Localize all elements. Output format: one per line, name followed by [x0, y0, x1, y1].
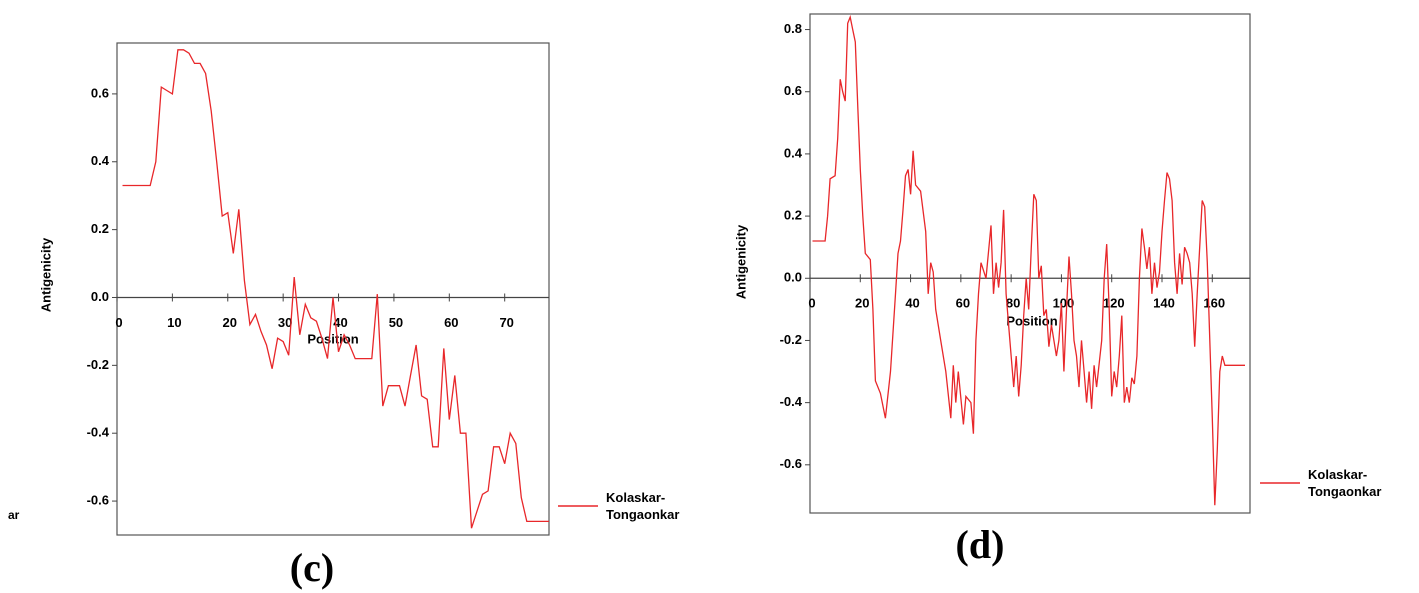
x-axis-label: Position: [307, 331, 358, 346]
y-tick-label: 0.0: [91, 289, 109, 304]
y-tick-label: -0.6: [87, 493, 109, 508]
y-tick-label: -0.6: [780, 456, 802, 471]
y-axis-label: Antigenicity: [38, 237, 53, 312]
x-tick-label: 10: [167, 315, 181, 330]
x-axis-label: Position: [1006, 313, 1057, 328]
plot-frame: [116, 42, 550, 536]
x-tick-label: 20: [223, 315, 237, 330]
y-axis-label: Antigenicity: [733, 224, 748, 299]
x-tick-label: 40: [333, 315, 347, 330]
y-tick-label: -0.2: [780, 332, 802, 347]
cropped-text: ar: [8, 508, 20, 522]
x-tick-label: 60: [444, 315, 458, 330]
y-tick-label: -0.2: [87, 357, 109, 372]
x-tick-label: 30: [278, 315, 292, 330]
y-tick-label: 0.4: [91, 153, 110, 168]
x-tick-label: 80: [1006, 296, 1020, 311]
x-tick-label: 70: [499, 315, 513, 330]
x-tick-label: 0: [808, 296, 815, 311]
plot-frame: [809, 13, 1251, 514]
panel-label: (d): [956, 522, 1005, 567]
data-line: [122, 49, 549, 529]
legend-label: Kolaskar-Tongaonkar: [606, 490, 680, 522]
x-tick-label: 50: [389, 315, 403, 330]
x-tick-label: 40: [905, 296, 919, 311]
y-tick-label: 0.0: [784, 270, 802, 285]
x-tick-label: 20: [855, 296, 869, 311]
x-tick-label: 160: [1203, 296, 1225, 311]
x-tick-label: 100: [1053, 296, 1075, 311]
x-tick-label: 0: [115, 315, 122, 330]
legend-label: Kolaskar-Tongaonkar: [1308, 467, 1382, 499]
x-tick-label: 120: [1103, 296, 1125, 311]
panel-label: (c): [290, 545, 334, 590]
y-tick-label: 0.8: [784, 21, 802, 36]
y-tick-label: 0.2: [91, 221, 109, 236]
x-tick-label: 60: [956, 296, 970, 311]
y-tick-label: 0.6: [91, 85, 109, 100]
y-tick-label: 0.2: [784, 208, 802, 223]
y-tick-label: 0.4: [784, 145, 803, 160]
y-tick-label: 0.6: [784, 83, 802, 98]
x-tick-label: 140: [1153, 296, 1175, 311]
y-tick-label: -0.4: [780, 394, 803, 409]
y-tick-label: -0.4: [87, 425, 110, 440]
data-line: [812, 14, 1245, 506]
